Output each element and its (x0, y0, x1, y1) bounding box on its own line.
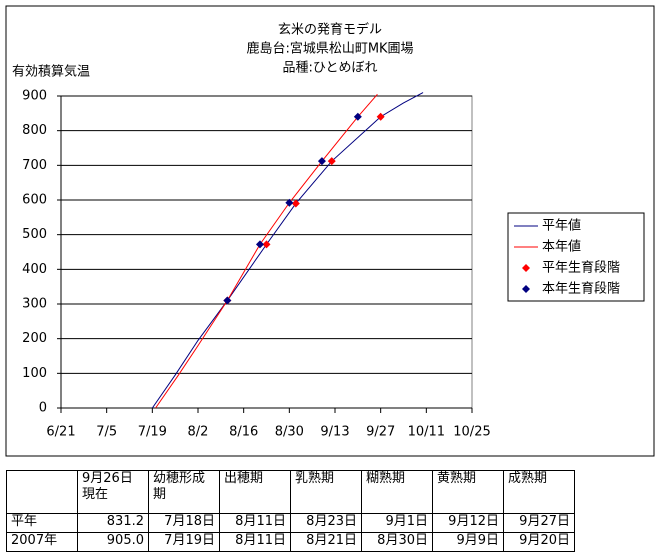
legend-marker (522, 264, 530, 272)
y-tick-label: 100 (22, 366, 47, 381)
data-table: 9月26日 現在 幼穂形成期 出穂期 乳熟期 糊熟期 黄熟期 成熟期 平年 831.2 7月18日… (6, 470, 575, 552)
diamond-marker (255, 240, 264, 249)
plot-area (60, 95, 473, 409)
diamond-marker (223, 296, 232, 305)
legend-box (507, 212, 645, 302)
table-cell: 9月12日 (432, 513, 504, 533)
legend-label: 平年生育段階 (542, 260, 620, 276)
diamond-marker (291, 199, 300, 208)
table-cell: 9月26日 現在 (77, 470, 149, 514)
diamond-marker (262, 240, 271, 249)
table-row: 平年 831.2 7月18日 8月11日 8月23日 9月1日 9月12日 9月27日 (6, 513, 575, 533)
diamond-marker (285, 198, 294, 207)
table-cell: 出穂期 (219, 470, 291, 514)
table-cell: 8月30日 (361, 532, 433, 552)
chart-title: 品種:ひとめぼれ (283, 60, 378, 76)
table-cell: 8月11日 (219, 532, 291, 552)
y-tick-label: 600 (22, 193, 47, 208)
chart-title: 鹿島台:宮城県松山町MK圃場 (246, 41, 413, 57)
diamond-marker (327, 157, 336, 166)
legend-label: 本年値 (542, 239, 581, 255)
table-cell: 8月21日 (290, 532, 362, 552)
diamond-marker (353, 112, 362, 121)
table-cell: 8月23日 (290, 513, 362, 533)
x-tick-label: 8/2 (188, 425, 209, 440)
x-tick-label: 9/27 (366, 425, 395, 440)
y-axis-label: 有効積算気温 (12, 64, 90, 80)
x-tick-label: 9/13 (320, 425, 349, 440)
table-row: 2007年 905.0 7月19日 8月11日 8月21日 8月30日 9月9日 9月20日 (6, 532, 575, 552)
x-tick-label: 10/11 (408, 425, 445, 440)
table-cell: 9月27日 (503, 513, 575, 533)
diamond-marker (376, 112, 385, 121)
y-tick-label: 700 (22, 158, 47, 173)
table-cell: 乳熟期 (290, 470, 362, 514)
table-cell: 831.2 (77, 513, 149, 533)
table-cell: 905.0 (77, 532, 149, 552)
table-cell: 黄熟期 (432, 470, 504, 514)
table-cell: 成熟期 (503, 470, 575, 514)
y-tick-label: 200 (22, 331, 47, 346)
legend-marker (522, 285, 530, 293)
table-cell: 8月11日 (219, 513, 291, 533)
chart: 玄米の発育モデル 鹿島台:宮城県松山町MK圃場 品種:ひとめぼれ 有効積算気温 … (5, 5, 655, 457)
table-cell: 2007年 (6, 532, 78, 552)
line (151, 92, 424, 409)
y-tick-label: 800 (22, 123, 47, 138)
table-cell: 幼穂形成期 (148, 470, 220, 514)
diamond-marker (317, 157, 326, 166)
legend-label: 平年値 (542, 218, 581, 234)
table-cell: 7月18日 (148, 513, 220, 533)
legend-label: 本年生育段階 (542, 281, 620, 297)
table-cell (6, 470, 78, 514)
y-tick-label: 0 (39, 401, 47, 416)
table-row: 9月26日 現在 幼穂形成期 出穂期 乳熟期 糊熟期 黄熟期 成熟期 (6, 470, 575, 514)
x-tick-label: 8/16 (229, 425, 258, 440)
y-tick-label: 300 (22, 297, 47, 312)
table-cell: 9月9日 (432, 532, 504, 552)
x-tick-label: 7/5 (96, 425, 117, 440)
table-cell: 平年 (6, 513, 78, 533)
table-cell: 9月20日 (503, 532, 575, 552)
y-tick-label: 500 (22, 227, 47, 242)
y-tick-label: 400 (22, 262, 47, 277)
table-cell: 9月1日 (361, 513, 433, 533)
table-cell: 糊熟期 (361, 470, 433, 514)
table-cell: 7月19日 (148, 532, 220, 552)
x-tick-label: 8/30 (275, 425, 304, 440)
x-tick-label: 7/19 (138, 425, 167, 440)
y-tick-label: 900 (22, 89, 47, 104)
chart-title: 玄米の発育モデル (278, 22, 382, 38)
x-tick-label: 10/25 (453, 425, 490, 440)
x-tick-label: 6/21 (46, 425, 75, 440)
